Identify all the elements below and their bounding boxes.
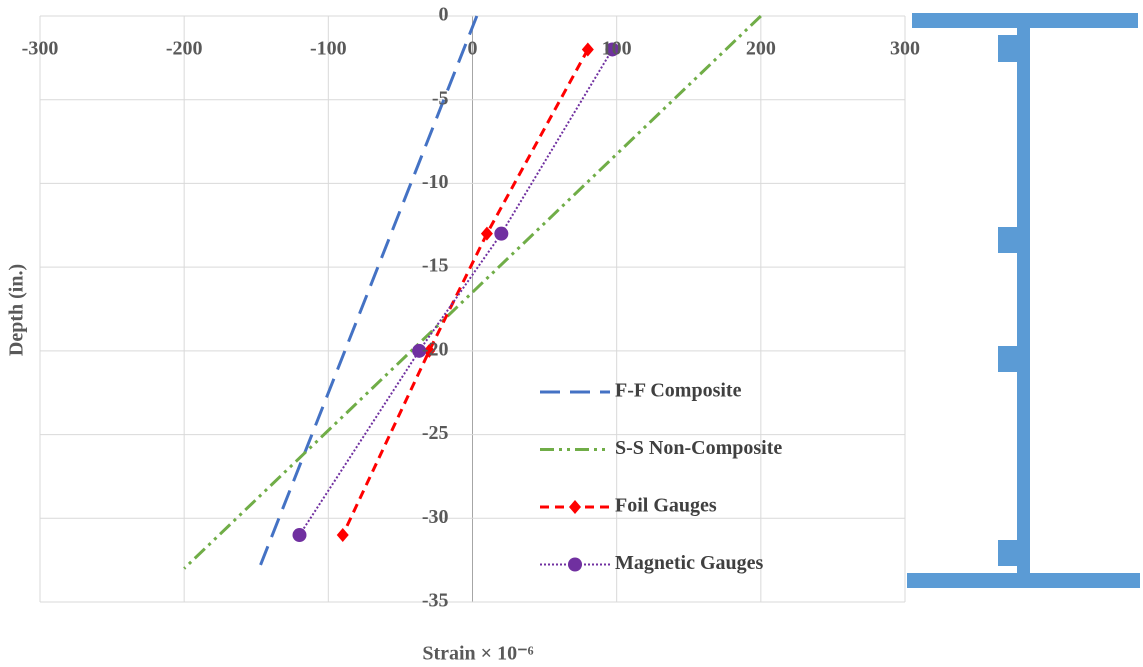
series-line: [183, 14, 762, 570]
gauge-tab: [998, 35, 1018, 62]
legend-label: Magnetic Gauges: [615, 552, 764, 574]
data-point: [336, 528, 349, 543]
plot-area: [183, 14, 762, 570]
x-tick-label: 300: [890, 38, 920, 60]
bottom-flange: [907, 573, 1140, 588]
top-flange: [912, 13, 1138, 28]
legend-label: S-S Non-Composite: [615, 437, 782, 459]
y-tick-label: -35: [422, 590, 449, 612]
y-tick-label: -15: [422, 255, 449, 277]
data-point: [494, 226, 509, 241]
data-point: [480, 226, 493, 241]
gauge-tab: [998, 227, 1018, 253]
y-tick-label: 0: [439, 4, 449, 26]
data-point: [605, 42, 620, 57]
tick-labels: -300 -200 -100 0 100 200 300 0 -5 -10 -15 -20 -25 -30…: [22, 4, 920, 612]
data-point: [423, 343, 436, 358]
legend-marker: [568, 557, 582, 572]
web: [1017, 28, 1030, 575]
x-tick-label: 200: [746, 38, 776, 60]
x-tick-label: 0: [468, 38, 478, 60]
y-tick-label: -20: [422, 338, 449, 360]
legend-label: Foil Gauges: [615, 495, 717, 517]
series-line: [298, 48, 614, 536]
x-axis-title: Strain × 10⁻⁶: [422, 643, 533, 665]
legend-marker: [569, 500, 581, 514]
legend: F-F Composite S-S Non-Composite Foil Gauge…: [540, 380, 782, 574]
y-axis-title: Depth (in.): [6, 264, 28, 356]
y-tick-label: -10: [422, 171, 449, 193]
x-tick-label: 100: [602, 38, 632, 60]
gauge-tab: [998, 346, 1018, 372]
x-tick-label: -100: [310, 38, 347, 60]
gauge-tab: [998, 540, 1018, 566]
legend-label: F-F Composite: [615, 380, 742, 402]
y-tick-label: -25: [422, 422, 449, 444]
y-tick-label: -30: [422, 506, 449, 528]
series-line: [257, 15, 479, 570]
y-tick-label: -5: [432, 87, 449, 109]
x-tick-label: -200: [166, 38, 203, 60]
x-tick-label: -300: [22, 38, 59, 60]
series-line: [341, 48, 590, 536]
data-point: [412, 343, 427, 358]
data-point: [581, 42, 594, 57]
grid: [39, 15, 906, 603]
i-beam-diagram: [907, 13, 1140, 588]
data-point: [292, 528, 307, 543]
